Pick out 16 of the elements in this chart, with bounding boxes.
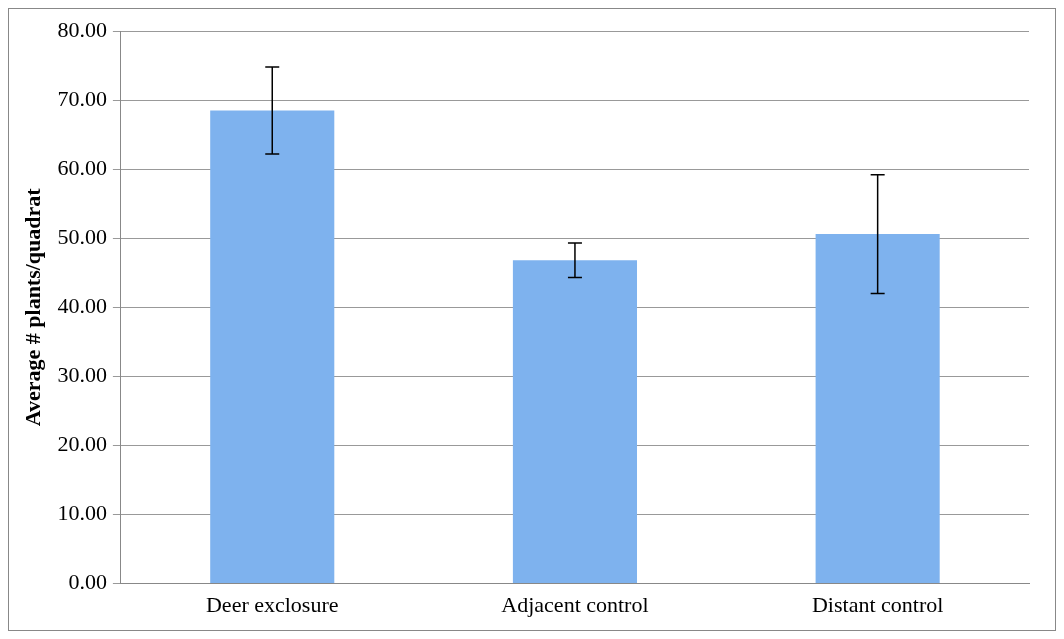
y-tick-label: 50.00: [57, 224, 107, 250]
x-tick-label: Adjacent control: [501, 591, 649, 617]
y-tick-label: 20.00: [57, 431, 107, 457]
bar: [512, 260, 637, 584]
y-tick-label: 80.00: [57, 16, 107, 42]
y-axis-title: Average # plants/quadrat: [19, 187, 45, 427]
y-tick-label: 10.00: [57, 500, 107, 526]
bar: [210, 110, 335, 584]
y-tick-label: 0.00: [68, 569, 107, 595]
x-tick-label: Deer exclosure: [205, 591, 339, 617]
y-tick-label: 70.00: [57, 85, 107, 111]
y-tick-label: 40.00: [57, 293, 107, 319]
y-tick-label: 30.00: [57, 362, 107, 388]
bar: [815, 234, 940, 584]
x-tick-label: Distant control: [811, 591, 944, 617]
y-tick-label: 60.00: [57, 154, 107, 180]
